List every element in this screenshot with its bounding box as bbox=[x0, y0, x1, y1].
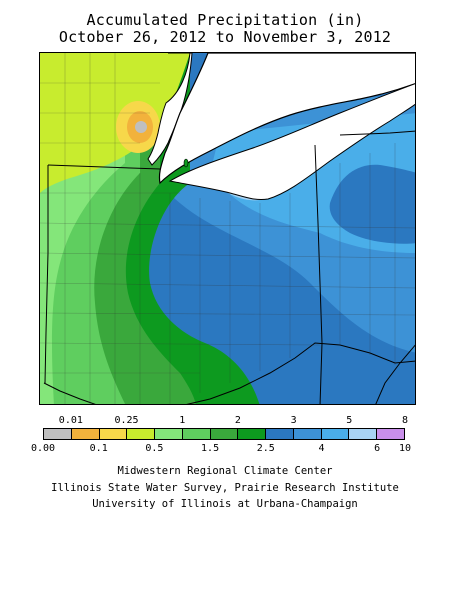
legend-swatch bbox=[182, 429, 211, 439]
state-border-ohio-river bbox=[186, 342, 415, 404]
county-grid bbox=[40, 53, 415, 404]
legend-bar bbox=[43, 428, 405, 440]
legend-top-label: 2 bbox=[234, 415, 241, 426]
lake-erie-shore bbox=[168, 83, 415, 200]
legend-bottom-label: 1.5 bbox=[201, 443, 220, 454]
legend-top-label: 3 bbox=[290, 415, 297, 426]
map-date-range: October 26, 2012 to November 3, 2012 bbox=[58, 28, 392, 46]
legend-swatch bbox=[266, 429, 294, 439]
credit-isws: Illinois State Water Survey, Prairie Res… bbox=[51, 482, 399, 494]
legend-swatch bbox=[155, 429, 183, 439]
legend-top-label: 5 bbox=[346, 415, 353, 426]
legend-swatch bbox=[349, 429, 378, 439]
legend-swatch bbox=[210, 429, 239, 439]
legend-bottom-label: 4 bbox=[318, 443, 325, 454]
legend-swatch bbox=[321, 429, 350, 439]
state-border-west bbox=[44, 165, 49, 384]
legend-bottom-label: 10 bbox=[398, 443, 412, 454]
state-border-oh bbox=[314, 144, 323, 404]
legend-swatch bbox=[238, 429, 267, 439]
legend-bottom-label: 6 bbox=[374, 443, 381, 454]
legend-swatch bbox=[44, 429, 72, 439]
precipitation-map-svg bbox=[40, 53, 415, 404]
precipitation-map bbox=[39, 52, 416, 405]
legend-top-label: 1 bbox=[179, 415, 186, 426]
state-border-il-in bbox=[47, 164, 161, 170]
legend-bottom-label: 0.5 bbox=[145, 443, 164, 454]
state-border-east bbox=[375, 344, 415, 404]
legend-swatch bbox=[99, 429, 128, 439]
credit-mrcc: Midwestern Regional Climate Center bbox=[117, 465, 333, 477]
legend-bottom-label: 0.1 bbox=[89, 443, 108, 454]
legend-bottom-label: 0.00 bbox=[30, 443, 56, 454]
lake-erie bbox=[158, 53, 415, 185]
legend-swatch bbox=[377, 429, 404, 439]
legend-top-label: 0.25 bbox=[114, 415, 139, 426]
state-border-river bbox=[43, 382, 96, 404]
legend-swatch bbox=[293, 429, 322, 439]
legend-bottom-label: 2.5 bbox=[256, 443, 275, 454]
island-1 bbox=[183, 158, 189, 168]
legend-top-label: 8 bbox=[401, 415, 409, 426]
map-band-3-4-northeast bbox=[329, 164, 415, 244]
map-band-lt-0-5 bbox=[40, 53, 190, 193]
map-band-none bbox=[135, 121, 147, 133]
legend-swatch bbox=[127, 429, 156, 439]
legend-top-label: 0.01 bbox=[58, 415, 83, 426]
state-border-ny bbox=[339, 130, 415, 136]
map-title: Accumulated Precipitation (in) bbox=[86, 11, 364, 29]
credit-uiuc: University of Illinois at Urbana-Champai… bbox=[92, 498, 358, 510]
legend-swatch bbox=[71, 429, 100, 439]
